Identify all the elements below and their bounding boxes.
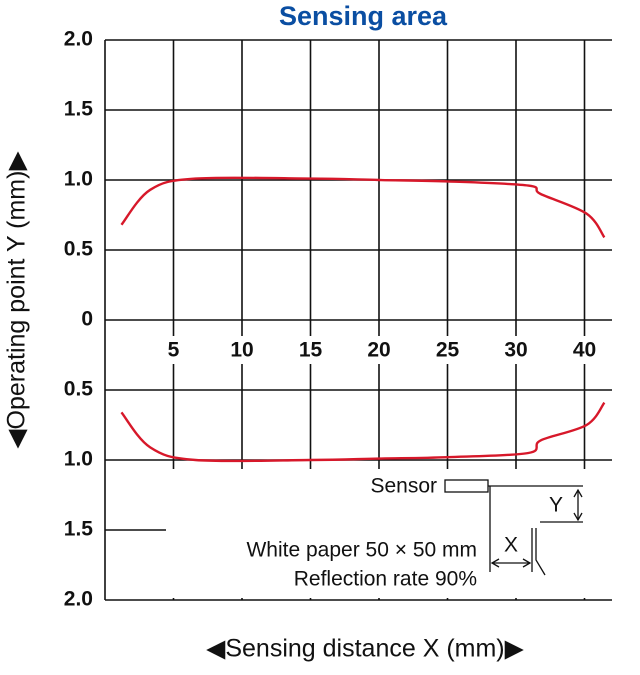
tick-label-backdrop	[562, 336, 607, 364]
annotation: Reflection rate 90%	[294, 568, 477, 591]
annotation: Sensor	[370, 475, 437, 498]
annotation-backdrop	[166, 469, 612, 598]
sensor-diagram	[444, 479, 583, 576]
y-tick-label: 1.0	[64, 448, 93, 471]
y-tick-label: 1.0	[64, 168, 93, 191]
x-tick-label: 20	[367, 339, 390, 362]
y-tick-label: 1.5	[64, 518, 94, 541]
x-tick-label: 10	[230, 339, 253, 362]
x-tick-label: 25	[436, 339, 460, 362]
x-axis-label: ◀Sensing distance X (mm)▶	[206, 635, 524, 663]
y-tick-label: 0	[81, 308, 93, 331]
plot-lines	[120, 176, 606, 463]
chart-title: Sensing area	[279, 1, 448, 31]
x-tick-label: 5	[168, 339, 180, 362]
tick-label-backdrop	[220, 336, 264, 364]
tick-label-backdrop	[151, 336, 196, 364]
y-tick-label: 1.5	[64, 98, 94, 121]
tick-label-backdrop	[357, 336, 401, 364]
tick-label-backdrop	[494, 336, 538, 364]
y-axis-label: ◀Operating point Y (mm)▶	[3, 151, 31, 449]
annotation: White paper 50 × 50 mm	[246, 539, 477, 562]
sensing-curve	[120, 401, 606, 463]
tick-label-backdrop	[425, 336, 470, 364]
paper	[531, 528, 546, 576]
x-tick-label: 40	[573, 339, 596, 362]
y-tick-label: 0.5	[64, 238, 94, 261]
y-tick-label: 2.0	[64, 588, 93, 611]
y-tick-label: 2.0	[64, 28, 93, 51]
x-arrow-heads	[490, 558, 532, 568]
y-tick-label: 0.5	[64, 378, 94, 401]
x-tick-labels: 5 10 15 20 25 30 40	[151, 336, 607, 364]
y-arrow-heads	[573, 488, 583, 522]
x-tick-label: 15	[299, 339, 323, 362]
annotation: X	[504, 534, 518, 557]
x-tick-label: 30	[504, 339, 527, 362]
tick-label-backdrop	[288, 336, 333, 364]
annotation: Y	[549, 494, 563, 517]
sensing-curve	[120, 176, 606, 239]
